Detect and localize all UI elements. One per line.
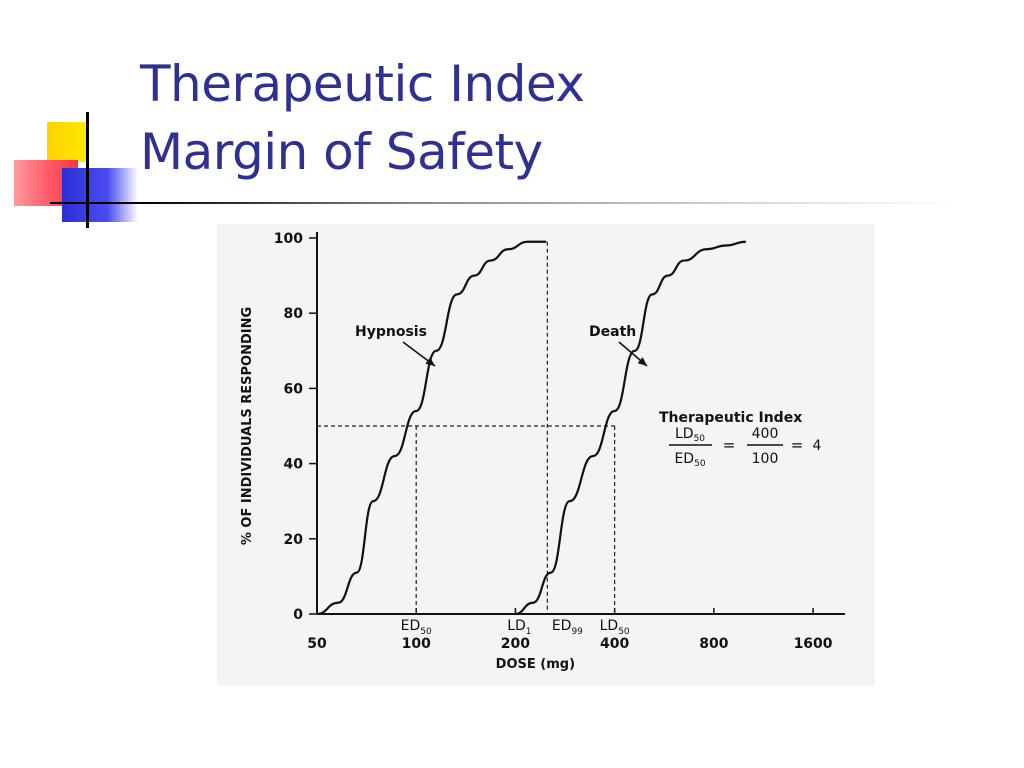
annotation-ld1-main: LD (507, 618, 526, 634)
hypnosis-annotation: Hypnosis (355, 324, 436, 367)
reference-lines (317, 241, 616, 614)
ti-num1: LD50 (675, 426, 705, 444)
annotation-ed50-sub: 50 (420, 627, 432, 637)
ti-num1-main: LD (675, 426, 694, 442)
death-annotation: Death (589, 324, 648, 367)
x-axis-label: DOSE (mg) (496, 657, 575, 672)
annotation-ld50: LD50 (600, 618, 630, 637)
annotation-ed50: ED50 (401, 618, 432, 637)
annotation-ld50-main: LD (600, 618, 619, 634)
y-tick-label: 0 (293, 607, 303, 623)
x-tick-label: 100 (402, 636, 431, 652)
x-tick-label: 1600 (794, 636, 833, 652)
x-tick-label: 200 (501, 636, 530, 652)
ti-result: 4 (813, 438, 822, 454)
title-underline (50, 202, 960, 204)
slide-title: Therapeutic Index Margin of Safety (140, 50, 585, 186)
series-line-hypnosis (316, 240, 547, 616)
title-line-2: Margin of Safety (140, 123, 543, 181)
annotation-ld1-sub: 1 (526, 627, 532, 637)
annotation-ed99-sub: 99 (571, 627, 583, 637)
y-tick-label: 40 (284, 457, 304, 473)
ti-equals-2: = (791, 436, 804, 454)
series-label-hypnosis: Hypnosis (355, 324, 427, 340)
annotation-ld50-sub: 50 (618, 627, 630, 637)
therapeutic-index-formula: Therapeutic Index LD50 ED50 = 400 100 = … (659, 410, 822, 469)
y-tick-label: 60 (284, 381, 304, 397)
decor-vertical-line (86, 112, 89, 228)
ti-den1: ED50 (674, 451, 705, 469)
decor-blue-square (62, 168, 138, 222)
series-label-death: Death (589, 324, 636, 340)
y-tick-label: 80 (284, 306, 304, 322)
y-tick-label: 20 (284, 532, 304, 548)
ti-num1-sub: 50 (694, 434, 706, 444)
ti-num2: 400 (752, 426, 779, 442)
ti-equals-1: = (723, 436, 736, 454)
ti-title: Therapeutic Index (659, 410, 802, 426)
title-line-1: Therapeutic Index (140, 55, 585, 113)
death-arrowhead (637, 357, 647, 366)
hypnosis-arrowhead (425, 357, 435, 366)
x-tick-label: 800 (699, 636, 728, 652)
chart-panel: 0 20 40 60 80 100 50 100 200 400 800 1600 % OF INDI… (217, 224, 875, 686)
annotation-ld1: LD1 (507, 618, 531, 637)
x-tick-label: 400 (600, 636, 629, 652)
ti-den1-main: ED (674, 451, 694, 467)
annotation-ed99: ED99 (552, 618, 583, 637)
y-tick-label: 100 (274, 231, 303, 247)
series-line-death (515, 240, 746, 616)
ti-den1-sub: 50 (694, 459, 706, 469)
decor-yellow-square (47, 122, 87, 162)
annotation-ed99-main: ED (552, 618, 572, 634)
y-axis-label: % OF INDIVIDUALS RESPONDING (240, 307, 255, 545)
annotation-ed50-main: ED (401, 618, 421, 634)
x-tick-label: 50 (307, 636, 327, 652)
ti-den2: 100 (752, 451, 779, 467)
